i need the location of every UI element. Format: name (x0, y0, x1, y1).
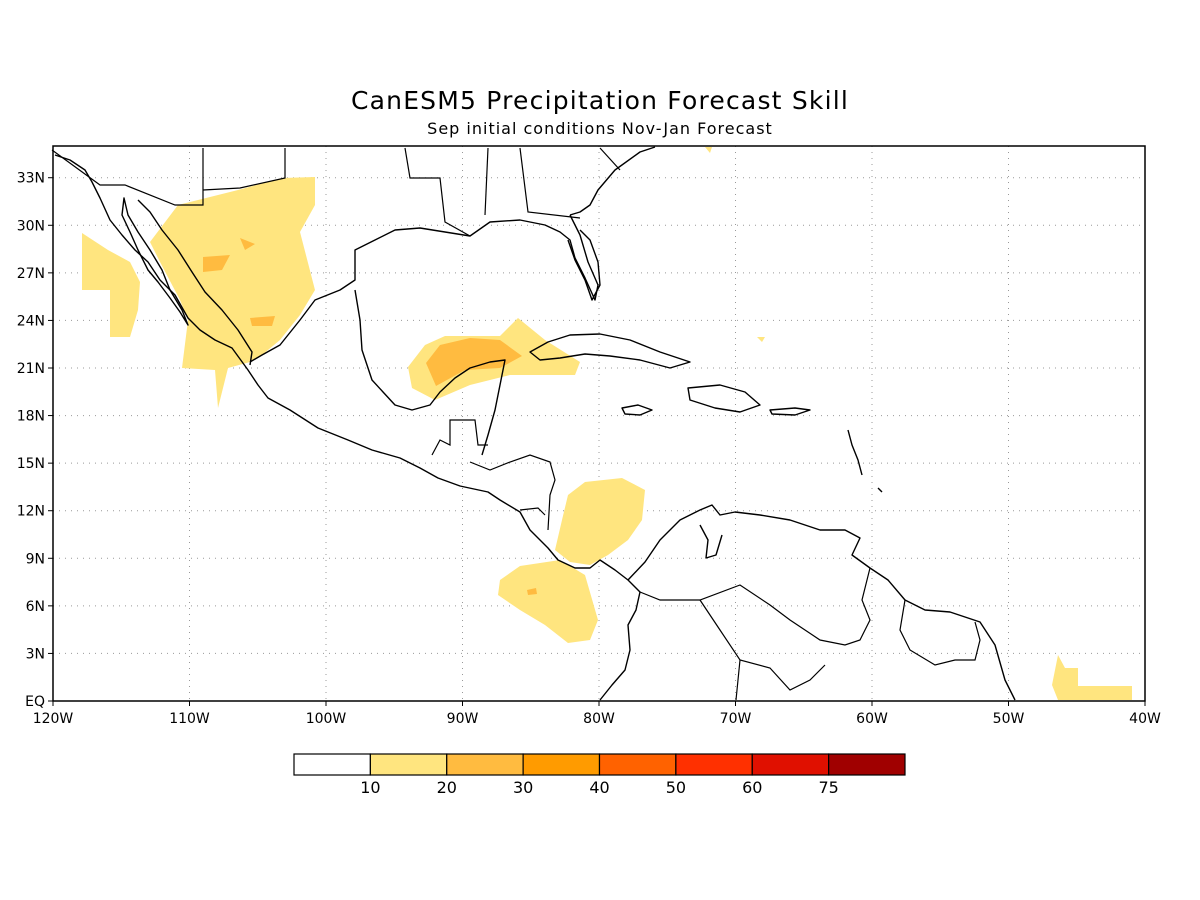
skill-region-baja (82, 233, 140, 337)
skill-region-central-america (555, 478, 645, 565)
skill-patch-mexico-3 (250, 316, 275, 326)
colorbar-segment (675, 753, 753, 776)
colorbar-segment (293, 753, 371, 776)
colorbar-label: 40 (589, 778, 609, 797)
colorbar-label: 75 (818, 778, 838, 797)
colorbar-label: 50 (666, 778, 686, 797)
lat-tick-label: 33N (17, 171, 45, 187)
lon-tick-label: 80W (583, 711, 615, 727)
colorbar-label: 60 (742, 778, 762, 797)
map-subtitle: Sep initial conditions Nov-Jan Forecast (427, 119, 773, 138)
lat-tick-label: EQ (25, 694, 45, 710)
lat-tick-label: 6N (26, 599, 45, 615)
colorbar-segment (751, 753, 830, 776)
lon-tick-label: 50W (993, 711, 1025, 727)
lat-tick-label: 21N (17, 361, 45, 377)
lat-tick-label: 18N (17, 409, 45, 425)
lon-tick-label: 60W (856, 711, 888, 727)
skill-patch-panama (527, 588, 537, 595)
lat-tick-label: 27N (17, 266, 45, 282)
skill-region-mexico (150, 177, 315, 408)
colorbar-segment (522, 753, 601, 776)
lat-tick-label: 24N (17, 313, 45, 329)
skill-patch-mexico-2 (240, 238, 255, 250)
lat-tick-label: 3N (26, 646, 45, 662)
skill-patch-yucatan (426, 338, 522, 386)
colorbar-segment (598, 753, 677, 776)
colorbar: 10 20 30 40 50 60 75 (293, 753, 906, 797)
skill-region-small-top (705, 147, 712, 153)
colorbar-label: 30 (513, 778, 533, 797)
skill-region-small-caribbean (757, 337, 765, 342)
lat-tick-label: 15N (17, 456, 45, 472)
colorbar-segment (446, 753, 524, 776)
latitude-ticks: EQ 3N 6N 9N 12N 15N 18N 21N 24N 27N 30N 33N (17, 171, 53, 710)
lon-tick-label: 90W (447, 711, 479, 727)
lat-tick-label: 12N (17, 504, 45, 520)
colorbar-label: 20 (437, 778, 457, 797)
skill-region-panama-pacific (498, 560, 598, 643)
skill-shading (82, 147, 1132, 700)
lon-tick-label: 100W (306, 711, 347, 727)
lon-tick-label: 70W (720, 711, 752, 727)
lat-tick-label: 9N (26, 551, 45, 567)
colorbar-segment (369, 753, 448, 776)
colorbar-segment (828, 753, 906, 776)
map-title: CanESM5 Precipitation Forecast Skill (350, 86, 850, 115)
colorbar-label: 10 (360, 778, 380, 797)
lon-tick-label: 40W (1129, 711, 1161, 727)
coastlines (51, 146, 1016, 701)
lon-tick-label: 110W (169, 711, 210, 727)
longitude-ticks: 120W 110W 100W 90W 80W 70W 60W 50W 40W (33, 701, 1161, 727)
skill-region-atlantic-east (1052, 655, 1132, 700)
skill-patch-mexico-1 (203, 255, 230, 272)
lon-tick-label: 120W (33, 711, 74, 727)
lat-tick-label: 30N (17, 218, 45, 234)
